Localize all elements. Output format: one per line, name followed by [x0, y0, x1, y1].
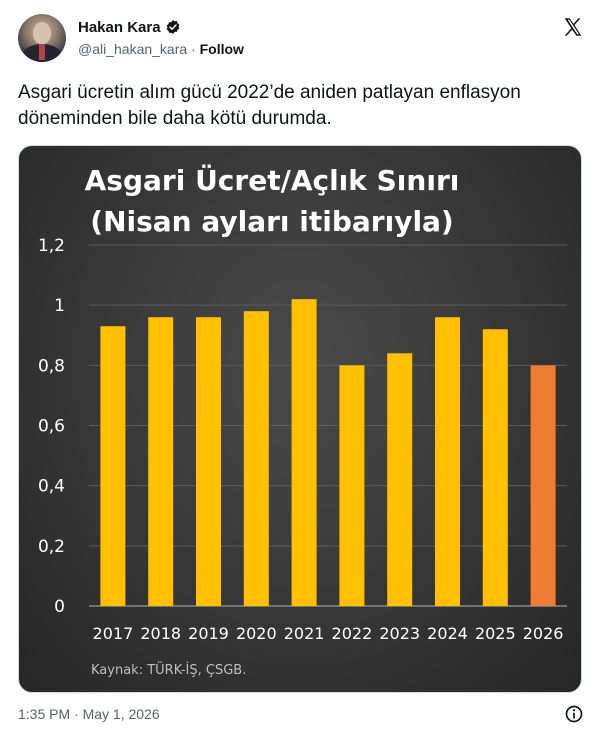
bar-2021 — [291, 299, 317, 606]
x-logo-icon[interactable] — [562, 16, 584, 38]
x-tick-label-2020: 2020 — [236, 624, 277, 643]
verified-badge-icon — [166, 20, 179, 34]
bar-2023 — [387, 353, 413, 606]
tweet-timestamp[interactable]: 1:35 PM · May 1, 2026 — [18, 706, 160, 722]
chart-title-line-2: (Nisan ayları itibarıyla) — [90, 205, 453, 238]
bar-chart: Asgari Ücret/Açlık Sınırı (Nisan ayları … — [38, 163, 567, 678]
chart-y-axis: 0 0,2 0,4 0,6 0,8 1 1,2 — [38, 236, 65, 617]
y-tick-label: 1,2 — [38, 236, 65, 256]
handle-row: @ali_hakan_kara · Follow — [78, 41, 244, 57]
follow-button[interactable]: Follow — [199, 41, 244, 57]
bar-2025 — [482, 329, 508, 606]
avatar-face — [33, 22, 51, 44]
x-tick-label-2019: 2019 — [188, 624, 229, 643]
tweet-text-line-1: Asgari ücretin alım gücü 2022’de aniden … — [18, 82, 521, 103]
bar-2024 — [435, 317, 460, 606]
bar-2019 — [196, 317, 221, 606]
x-tick-label-2025: 2025 — [475, 624, 516, 643]
y-tick-label: 0,4 — [38, 477, 65, 497]
bar-2017 — [100, 326, 126, 606]
author-handle[interactable]: @ali_hakan_kara — [78, 41, 188, 57]
author-name[interactable]: Hakan Kara — [78, 19, 161, 36]
x-tick-label-2017: 2017 — [93, 624, 134, 643]
tweet-text: Asgari ücretin alım gücü 2022’de aniden … — [18, 80, 584, 132]
info-icon[interactable] — [564, 704, 584, 724]
x-tick-label-2021: 2021 — [284, 624, 325, 643]
bar-2020 — [243, 311, 269, 606]
y-tick-label: 0 — [54, 597, 65, 617]
bar-2022 — [339, 365, 365, 606]
bar-2026 — [530, 365, 556, 606]
tweet-footer: 1:35 PM · May 1, 2026 — [18, 704, 584, 726]
x-tick-label-2018: 2018 — [140, 624, 181, 643]
tweet-header: Hakan Kara @ali_hakan_kara · Follow — [18, 14, 584, 62]
avatar-tie — [39, 44, 45, 60]
x-tick-label-2023: 2023 — [379, 624, 420, 643]
chart-bars — [100, 299, 556, 606]
tweet-text-line-2: döneminden bile daha kötü durumda. — [18, 108, 332, 129]
y-tick-label: 0,8 — [38, 356, 65, 376]
author-name-row[interactable]: Hakan Kara — [78, 19, 181, 36]
handle-separator: · — [191, 41, 196, 57]
x-tick-label-2026: 2026 — [523, 624, 564, 643]
y-tick-label: 0,2 — [38, 537, 65, 557]
y-tick-label: 0,6 — [38, 417, 65, 437]
x-tick-label-2024: 2024 — [427, 624, 468, 643]
chart-x-axis: 2017 2018 2019 2020 2021 2022 2023 2024 2025 2026 — [93, 624, 564, 643]
chart-image[interactable]: Asgari Ücret/Açlık Sınırı (Nisan ayları … — [18, 145, 582, 693]
y-tick-label: 1 — [54, 296, 65, 316]
chart-title-line-1: Asgari Ücret/Açlık Sınırı — [85, 163, 460, 197]
bar-2018 — [148, 317, 174, 606]
x-tick-label-2022: 2022 — [332, 624, 373, 643]
avatar[interactable] — [18, 14, 66, 62]
chart-source: Kaynak: TÜRK-İŞ, ÇSGB. — [91, 661, 246, 678]
